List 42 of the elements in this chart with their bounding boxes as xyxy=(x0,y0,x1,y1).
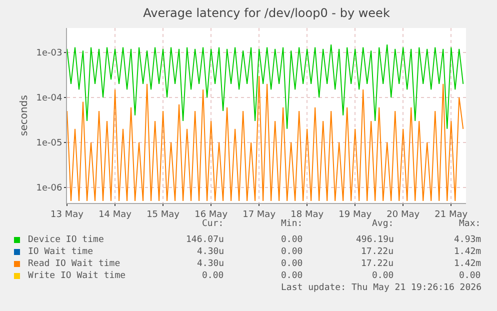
y-tick-label: 1e-06 xyxy=(36,184,62,194)
x-tick-label: 13 May xyxy=(50,210,84,220)
text: 0.00 xyxy=(281,235,303,245)
y-tick-label: 1e-03 xyxy=(36,48,62,59)
text: 146.07u xyxy=(186,235,224,245)
text: 4.93m xyxy=(454,235,482,245)
x-tick-label: 14 May xyxy=(98,210,132,220)
text: 0.00 xyxy=(281,271,303,281)
line-series xyxy=(67,44,464,130)
text: 1.42m xyxy=(454,259,482,269)
x-tick-label: 19 May xyxy=(338,210,372,220)
y-tick-label: 1e-04 xyxy=(36,94,62,104)
y-tick-label: 1e-05 xyxy=(36,138,62,149)
x-tick-label: 17 May xyxy=(242,210,276,220)
x-tick-label: 21 May xyxy=(434,210,468,220)
text: 0.00 xyxy=(459,271,481,281)
y-axis-title: seconds xyxy=(19,95,30,136)
text: 4.30u xyxy=(197,259,224,269)
x-tick-label: 15 May xyxy=(146,210,180,220)
x-tick-label: 18 May xyxy=(290,210,324,220)
text: 0.00 xyxy=(202,271,224,281)
chart-title: Average latency for /dev/loop0 - by week xyxy=(143,6,390,20)
legend-label: Read IO Wait time xyxy=(28,259,120,269)
text: 17.22u xyxy=(361,247,394,257)
line-series xyxy=(67,75,464,202)
text: Last update: Thu May 21 19:26:16 2026 xyxy=(281,283,482,293)
text: 496.19u xyxy=(356,235,394,245)
x-tick-label: 20 May xyxy=(386,210,420,220)
text: 4.30u xyxy=(197,247,224,257)
legend-label: Write IO Wait time xyxy=(28,271,126,281)
text: 0.00 xyxy=(281,259,303,269)
legend-label: Device IO time xyxy=(28,235,104,245)
text: Min: xyxy=(281,219,303,229)
x-tick-label: 16 May xyxy=(194,210,228,220)
text: Max: xyxy=(459,219,481,229)
legend-label: IO Wait time xyxy=(28,247,94,257)
text: Avg: xyxy=(372,219,394,229)
text: 17.22u xyxy=(361,259,394,269)
text: 0.00 xyxy=(372,271,394,281)
text: 1.42m xyxy=(454,247,482,257)
text: 0.00 xyxy=(281,247,303,257)
text: Cur: xyxy=(202,219,224,229)
